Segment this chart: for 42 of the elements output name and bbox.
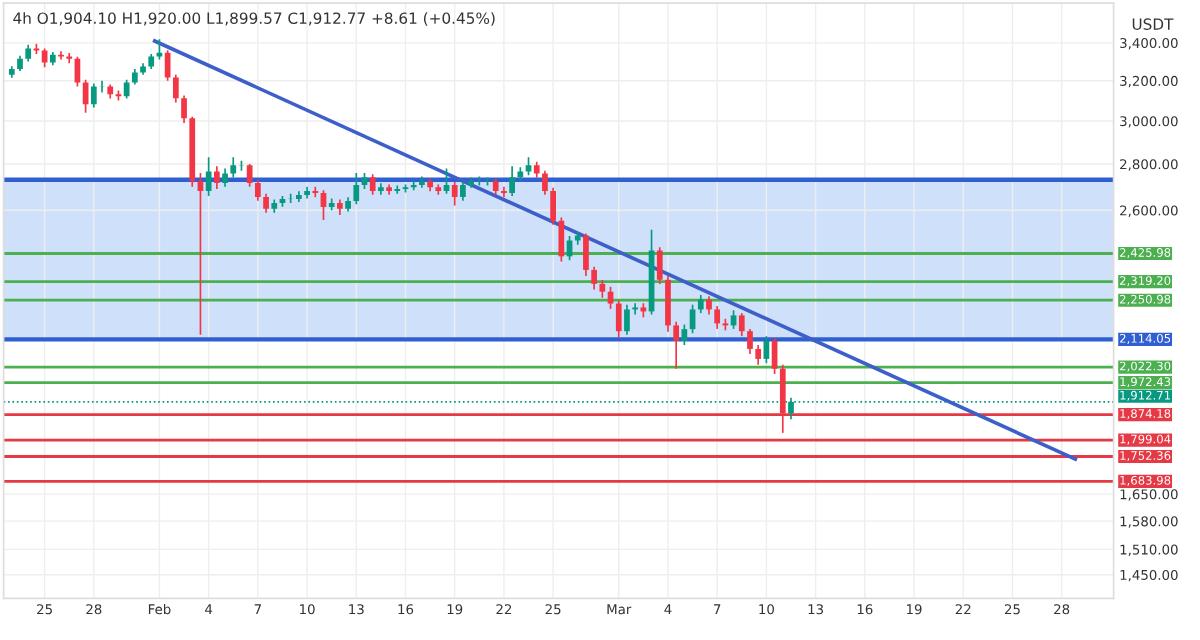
candlestick (460, 181, 466, 202)
candlestick (222, 167, 228, 188)
candlestick (410, 180, 417, 192)
candlestick (615, 299, 622, 339)
candlestick (312, 185, 319, 199)
candlestick (755, 344, 762, 366)
candlestick (656, 246, 663, 285)
candlestick (583, 232, 589, 277)
candlestick (747, 328, 753, 355)
candlestick (123, 78, 130, 100)
candlestick (738, 312, 745, 338)
candlestick (501, 185, 507, 199)
candlestick (172, 74, 179, 104)
candlestick (632, 302, 639, 316)
candlestick (714, 305, 721, 330)
candlestick (779, 363, 786, 434)
candlestick (591, 265, 598, 291)
candlestick (99, 79, 105, 94)
candlestick (451, 181, 458, 207)
candlestick (681, 323, 688, 346)
candlestick (509, 165, 515, 197)
candlestick (706, 295, 712, 316)
candlestick (230, 156, 237, 179)
candlestick (550, 187, 556, 226)
candlestick (624, 303, 630, 336)
candlestick (66, 52, 73, 65)
candlestick (369, 173, 376, 196)
candlestick (542, 169, 548, 196)
candlestick (213, 165, 220, 190)
candlestick (58, 50, 64, 61)
candlestick (697, 294, 704, 314)
candlestick (673, 320, 680, 370)
candlestick (254, 178, 261, 202)
candlestick (263, 192, 269, 214)
candlestick (353, 172, 360, 206)
candlestick (665, 275, 671, 333)
candlestick (181, 94, 187, 124)
candlestick (205, 156, 212, 197)
candlestick (90, 82, 97, 109)
candlestick (164, 49, 171, 82)
candlestick (246, 163, 253, 188)
candlestick (558, 216, 565, 263)
